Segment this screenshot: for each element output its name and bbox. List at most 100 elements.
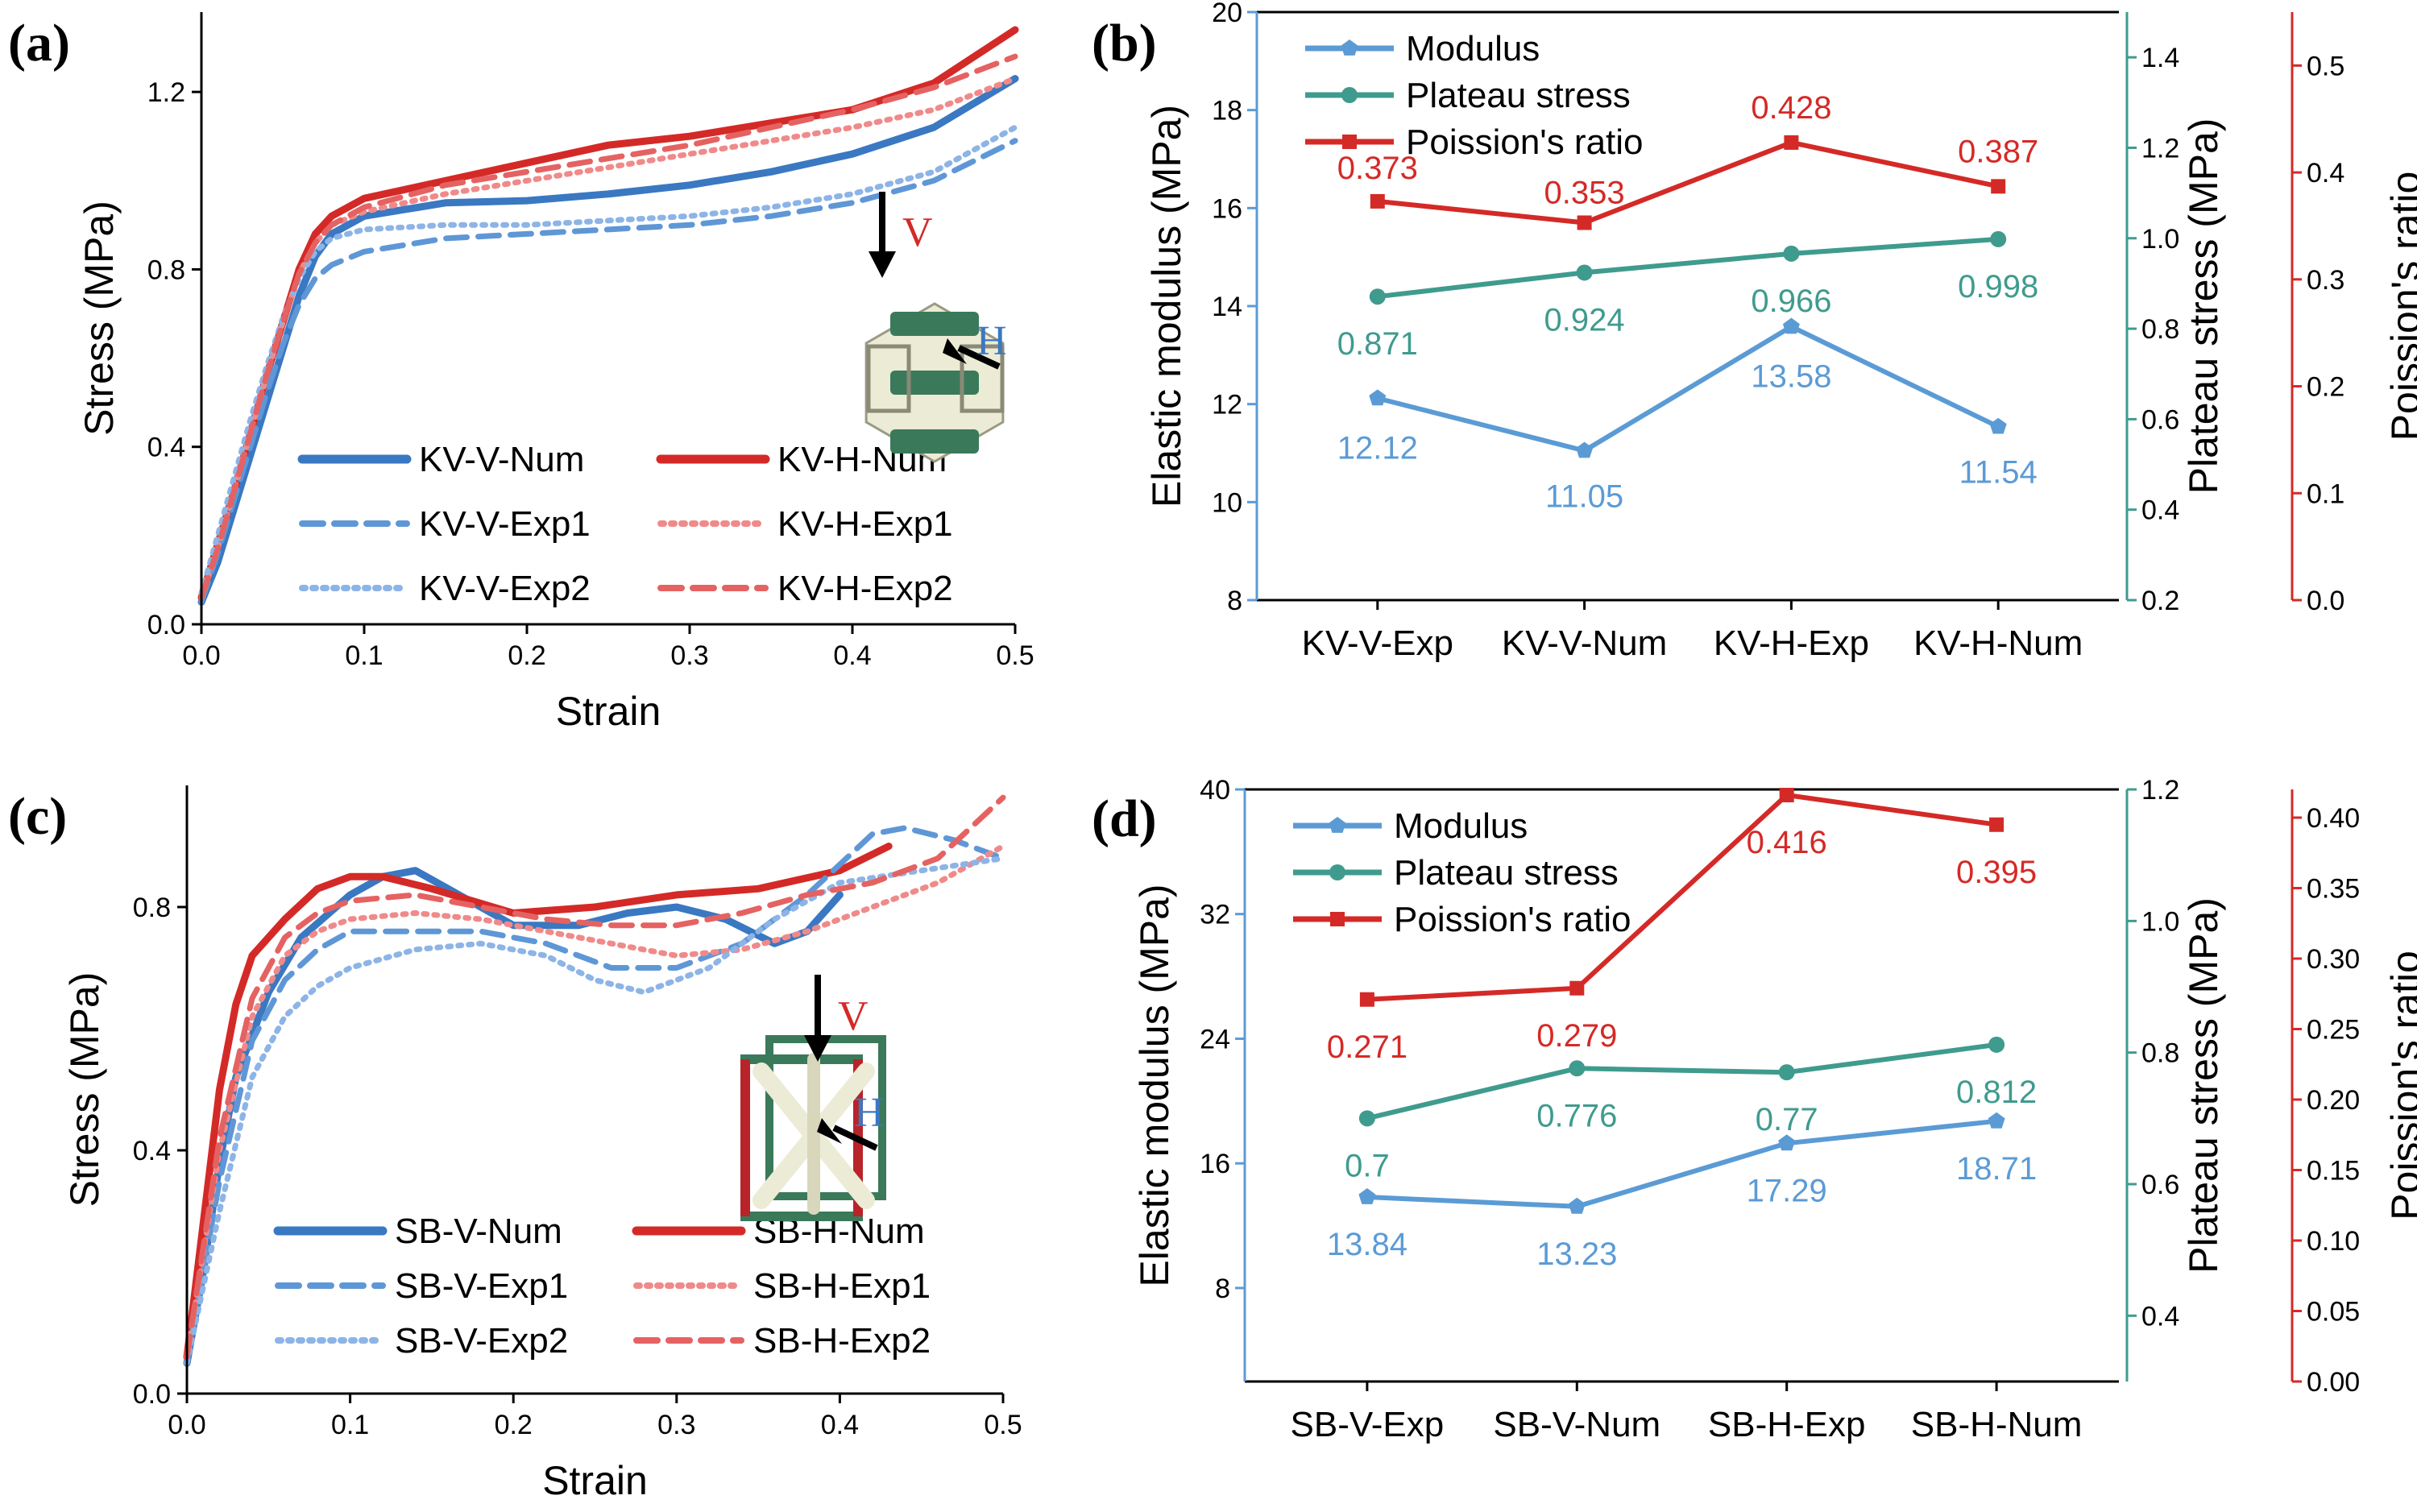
plateau-stress-data-label: 0.77 bbox=[1756, 1102, 1818, 1137]
legend-label-poission-s-ratio: Poission's ratio bbox=[1406, 122, 1644, 162]
modulus-data-label: 11.54 bbox=[1959, 455, 2038, 491]
right2-tick-label: 0.0 bbox=[2307, 586, 2344, 616]
poission-s-ratio-marker bbox=[1784, 135, 1799, 150]
legend-label-kv-h-exp2: KV-H-Exp2 bbox=[777, 569, 953, 608]
modulus-data-label: 13.84 bbox=[1327, 1227, 1407, 1262]
category-label: SB-V-Exp bbox=[1291, 1405, 1445, 1444]
kv-cell-window-right bbox=[960, 344, 1005, 413]
x-tick-label: 0.0 bbox=[168, 1410, 205, 1440]
v-arrow-head bbox=[804, 1035, 831, 1062]
right2-tick-label: 0.40 bbox=[2307, 803, 2360, 834]
h-arrow-shaft bbox=[957, 345, 1001, 370]
left-axis-label: Elastic modulus (MPa) bbox=[1144, 105, 1189, 507]
right2-tick-label: 0.5 bbox=[2307, 51, 2344, 81]
y-tick-label: 1.2 bbox=[147, 77, 185, 108]
right1-tick-label: 0.4 bbox=[2141, 495, 2179, 526]
modulus-marker bbox=[1782, 317, 1800, 334]
legend-label-modulus: Modulus bbox=[1394, 806, 1528, 846]
right1-tick-label: 0.6 bbox=[2141, 1170, 2179, 1200]
legend-label-sb-v-num: SB-V-Num bbox=[395, 1212, 562, 1251]
series-modulus-line bbox=[1377, 324, 2000, 454]
x-tick-label: 0.1 bbox=[345, 640, 383, 671]
right2-axis-label: Poission's ratio bbox=[2383, 172, 2417, 441]
panel-label: (d) bbox=[1092, 789, 1157, 848]
series-kv-v-exp1-line bbox=[198, 138, 1018, 605]
series-kv-h-exp2-line bbox=[198, 53, 1018, 601]
right2-tick-label: 0.1 bbox=[2307, 478, 2344, 509]
legend-label-sb-h-exp1: SB-H-Exp1 bbox=[753, 1266, 931, 1306]
panel-b-properties: (b) KV-V-Exp KV-V-Num KV-H-Exp KV-H-Num 8 10 12… bbox=[1092, 0, 2417, 663]
poission-s-ratio-marker bbox=[1991, 179, 2006, 194]
panel-a-stress-strain: (a) 0.0 0.1 0.2 0.3 0.4 0.5 0.0 0.4 0.8 1.2 Strain S… bbox=[8, 12, 1034, 734]
x-tick-label: 0.2 bbox=[495, 1410, 533, 1440]
category-label: KV-V-Num bbox=[1502, 623, 1667, 663]
right2-tick-label: 0.35 bbox=[2307, 874, 2360, 905]
left-tick-label: 20 bbox=[1212, 0, 1242, 28]
legend-label-kv-v-num: KV-V-Num bbox=[419, 440, 584, 479]
right2-tick-label: 0.00 bbox=[2307, 1367, 2360, 1398]
x-axis-label: Strain bbox=[542, 1458, 648, 1503]
right2-tick-label: 0.2 bbox=[2307, 372, 2344, 403]
right2-tick-label: 0.10 bbox=[2307, 1226, 2360, 1257]
poission-s-ratio-data-label: 0.271 bbox=[1327, 1029, 1407, 1065]
kv-cell-strut-bottom bbox=[890, 429, 979, 454]
legend-label-modulus: Modulus bbox=[1406, 29, 1540, 68]
plateau-stress-marker bbox=[1576, 264, 1593, 281]
series-sb-h-exp2-line bbox=[184, 794, 1006, 1361]
right1-axis-label: Plateau stress (MPa) bbox=[2181, 118, 2226, 495]
right2-tick-label: 0.30 bbox=[2307, 944, 2360, 975]
right1-tick-label: 1.0 bbox=[2141, 906, 2179, 937]
y-tick-label: 0.4 bbox=[133, 1136, 171, 1166]
category-label: KV-H-Num bbox=[1913, 623, 2083, 663]
series-sb-h-num-line bbox=[183, 843, 893, 1361]
legend-label-poission-s-ratio: Poission's ratio bbox=[1394, 900, 1631, 939]
legend-marker bbox=[1341, 39, 1358, 56]
panel-label: (a) bbox=[8, 14, 70, 72]
right1-tick-label: 1.2 bbox=[2141, 775, 2179, 806]
plateau-stress-data-label: 0.776 bbox=[1536, 1098, 1617, 1133]
plateau-stress-data-label: 0.812 bbox=[1956, 1075, 2037, 1110]
v-arrow-label: V bbox=[838, 993, 869, 1039]
series-kv-v-exp2-line bbox=[198, 124, 1018, 596]
h-arrow-head bbox=[817, 1118, 842, 1144]
x-tick-label: 0.2 bbox=[508, 640, 545, 671]
x-tick-label: 0.3 bbox=[670, 640, 708, 671]
kv-cell-window-left bbox=[866, 344, 911, 413]
right1-tick-label: 1.0 bbox=[2141, 224, 2179, 255]
poission-s-ratio-data-label: 0.416 bbox=[1747, 825, 1827, 860]
modulus-marker bbox=[1576, 441, 1594, 458]
right2-tick-label: 0.15 bbox=[2307, 1156, 2360, 1187]
right2-tick-label: 0.3 bbox=[2307, 265, 2344, 296]
legend-marker bbox=[1341, 87, 1358, 103]
poission-s-ratio-data-label: 0.373 bbox=[1337, 151, 1418, 186]
kv-cell-strut-top bbox=[890, 312, 979, 336]
plateau-stress-marker bbox=[1358, 1110, 1375, 1127]
legend-marker bbox=[1330, 912, 1345, 926]
x-tick-label: 0.4 bbox=[833, 640, 871, 671]
modulus-data-label: 13.58 bbox=[1751, 359, 1831, 395]
series-poission-s-ratio-line bbox=[1377, 139, 1999, 226]
legend-label-kv-h-exp1: KV-H-Exp1 bbox=[777, 504, 953, 544]
right2-tick-label: 0.05 bbox=[2307, 1297, 2360, 1328]
left-tick-label: 12 bbox=[1212, 390, 1242, 420]
legend-label-kv-v-exp1: KV-V-Exp1 bbox=[419, 504, 591, 544]
legend-label-plateau-stress: Plateau stress bbox=[1394, 853, 1619, 893]
modulus-marker bbox=[1369, 389, 1387, 406]
left-tick-label: 16 bbox=[1212, 193, 1242, 224]
legend-marker bbox=[1329, 817, 1346, 833]
modulus-marker bbox=[1988, 1112, 2005, 1129]
poission-s-ratio-marker bbox=[1370, 193, 1385, 209]
modulus-marker bbox=[1989, 417, 2007, 434]
x-tick-label: 0.3 bbox=[657, 1410, 695, 1440]
right1-tick-label: 1.4 bbox=[2141, 43, 2179, 73]
right2-axis-label: Poission's ratio bbox=[2383, 951, 2417, 1220]
series-plateau-stress-line bbox=[1377, 236, 1999, 300]
right1-tick-label: 0.6 bbox=[2141, 404, 2179, 435]
poission-s-ratio-data-label: 0.353 bbox=[1544, 175, 1625, 210]
poission-s-ratio-marker bbox=[1779, 788, 1794, 802]
plateau-stress-data-label: 0.7 bbox=[1345, 1148, 1390, 1183]
left-tick-label: 32 bbox=[1200, 900, 1230, 930]
right1-tick-label: 0.8 bbox=[2141, 1038, 2179, 1069]
poission-s-ratio-data-label: 0.279 bbox=[1536, 1018, 1617, 1054]
